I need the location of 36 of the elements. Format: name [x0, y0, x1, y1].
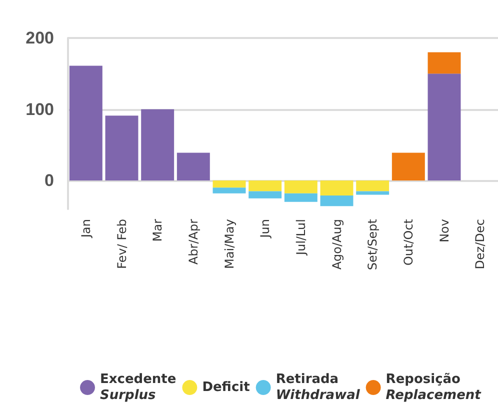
x-tick-label: Mar — [150, 218, 165, 242]
bar — [284, 180, 318, 194]
x-tick-label: Dez/Dec — [473, 219, 488, 270]
bar — [356, 180, 390, 192]
bar — [69, 66, 102, 180]
bar — [212, 180, 246, 188]
x-tick-label: Out/Oct — [401, 218, 416, 266]
bar — [428, 52, 461, 74]
x-tick-label: Jun — [258, 219, 272, 239]
bar — [212, 188, 246, 194]
legend-label: Reposição Replacement — [386, 372, 482, 403]
bar — [248, 191, 282, 198]
y-tick-label: 100 — [26, 100, 54, 119]
bar — [284, 193, 318, 202]
legend-label: Retirada Withdrawal — [276, 372, 360, 403]
bar — [428, 74, 461, 180]
x-tick-label: Nov — [437, 219, 452, 242]
legend-label: Excedente Surplus — [100, 372, 176, 403]
legend-label: Deficit — [202, 380, 250, 395]
bar — [320, 180, 354, 196]
bar — [320, 195, 354, 206]
bar — [392, 152, 425, 180]
bar — [176, 152, 210, 180]
x-tick-label: Jan — [78, 219, 93, 238]
y-tick-label: 0 — [44, 171, 54, 190]
x-tick-label: Mai/May — [222, 219, 236, 269]
x-tick-label: Jul/Lul — [294, 219, 308, 256]
y-tick-label: 200 — [26, 28, 54, 48]
bar — [141, 109, 174, 180]
bar — [105, 116, 138, 180]
x-tick-label: Fev/ Feb — [114, 219, 129, 269]
x-tick-label: Ago/Aug — [330, 219, 344, 270]
bar — [356, 191, 390, 195]
bar — [248, 180, 282, 192]
x-tick-label: Set/Sept — [366, 218, 380, 270]
x-tick-label: Abr/Apr — [186, 218, 200, 265]
